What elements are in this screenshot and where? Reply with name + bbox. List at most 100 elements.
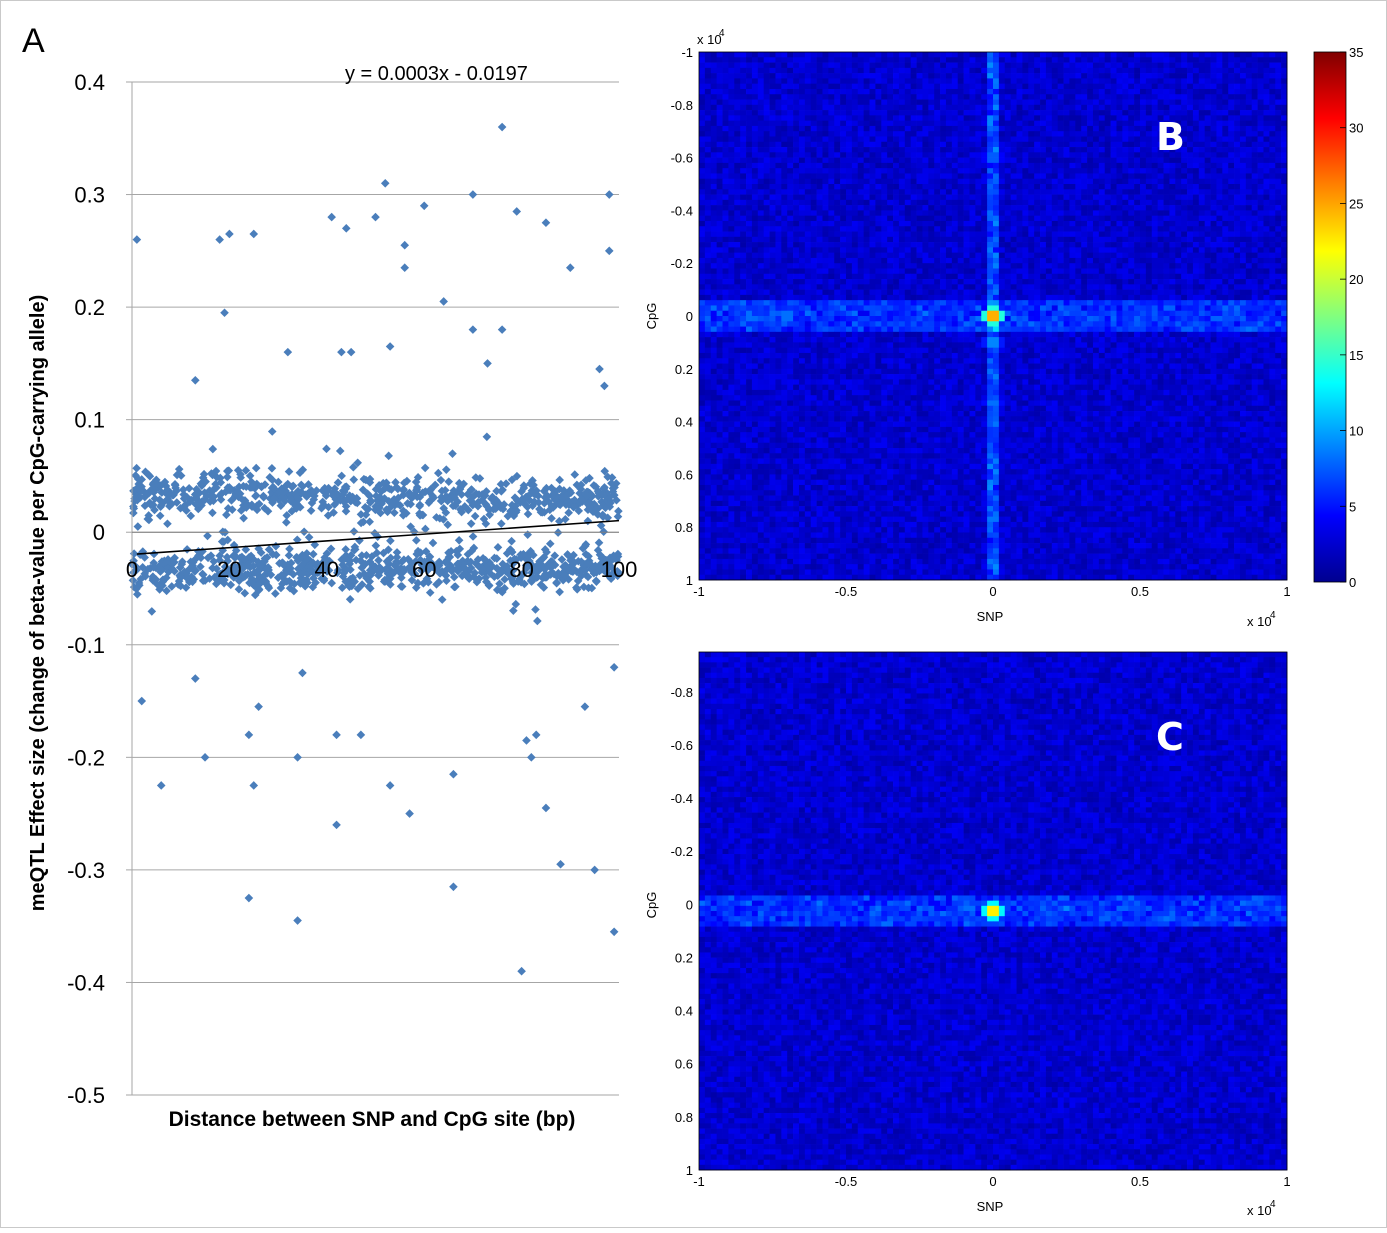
heatmap-cell: [1081, 115, 1087, 121]
heatmap-cell: [934, 136, 940, 142]
heatmap-cell: [705, 158, 711, 164]
panel-a-point: [245, 731, 254, 740]
heatmap-cell: [934, 121, 940, 127]
heatmap-cell: [752, 89, 758, 95]
heatmap-cell: [1111, 136, 1117, 142]
panel-a-point: [437, 476, 446, 485]
heatmap-cell: [699, 57, 705, 63]
heatmap-cell: [905, 147, 911, 153]
heatmap-cell: [717, 158, 723, 164]
heatmap-cell: [1034, 110, 1040, 116]
heatmap-cell: [770, 158, 776, 164]
heatmap-cell: [1152, 84, 1158, 90]
heatmap-cell: [999, 168, 1005, 174]
heatmap-cell: [940, 57, 946, 63]
heatmap-cell: [734, 94, 740, 100]
heatmap-cell: [1040, 121, 1046, 127]
heatmap-cell: [1028, 173, 1034, 179]
heatmap-cell: [1105, 179, 1111, 185]
heatmap-cell: [975, 142, 981, 148]
heatmap-cell: [1275, 100, 1281, 106]
heatmap-cell: [1205, 110, 1211, 116]
heatmap-cell: [717, 73, 723, 79]
heatmap-cell: [1046, 189, 1052, 195]
heatmap-cell: [734, 78, 740, 84]
heatmap-cell: [1158, 100, 1164, 106]
heatmap-cell: [870, 121, 876, 127]
heatmap-cell: [705, 168, 711, 174]
heatmap-cell: [881, 57, 887, 63]
heatmap-cell: [1134, 94, 1140, 100]
heatmap-cell: [752, 184, 758, 190]
heatmap-cell: [1005, 94, 1011, 100]
heatmap-cell: [846, 57, 852, 63]
heatmap-cell: [1281, 115, 1287, 121]
heatmap-cell: [881, 126, 887, 132]
heatmap-cell: [1017, 173, 1023, 179]
heatmap-cell: [946, 110, 952, 116]
heatmap-cell: [1022, 78, 1028, 84]
heatmap-cell: [870, 100, 876, 106]
heatmap-cell: [1058, 57, 1064, 63]
heatmap-cell: [822, 57, 828, 63]
heatmap-cell: [1175, 189, 1181, 195]
heatmap-cell: [1240, 89, 1246, 95]
heatmap-cell: [1158, 78, 1164, 84]
heatmap-cell: [1164, 78, 1170, 84]
heatmap-cell: [787, 184, 793, 190]
heatmap-cell: [1075, 163, 1081, 169]
heatmap-cell: [840, 126, 846, 132]
heatmap-cell: [1140, 57, 1146, 63]
heatmap-cell: [958, 105, 964, 111]
heatmap-cell: [764, 89, 770, 95]
heatmap-cell: [1122, 189, 1128, 195]
heatmap-cell: [1087, 189, 1093, 195]
heatmap-cell: [928, 126, 934, 132]
heatmap-cell: [881, 168, 887, 174]
heatmap-cell: [787, 68, 793, 74]
heatmap-cell: [781, 184, 787, 190]
heatmap-cell: [922, 73, 928, 79]
heatmap-cell: [728, 94, 734, 100]
heatmap-cell: [899, 73, 905, 79]
panel-a-point: [254, 702, 263, 711]
heatmap-cell: [1281, 136, 1287, 142]
heatmap-cell: [1099, 136, 1105, 142]
heatmap-cell: [822, 121, 828, 127]
heatmap-cell: [1246, 184, 1252, 190]
heatmap-cell: [852, 68, 858, 74]
heatmap-cell: [858, 152, 864, 158]
heatmap-cell: [723, 115, 729, 121]
heatmap-cell: [952, 52, 958, 58]
heatmap-cell: [952, 89, 958, 95]
heatmap-cell: [1193, 78, 1199, 84]
heatmap-cell: [1028, 84, 1034, 90]
heatmap-cell: [911, 89, 917, 95]
heatmap-cell: [828, 163, 834, 169]
heatmap-cell: [969, 105, 975, 111]
heatmap-cell: [917, 147, 923, 153]
heatmap-cell: [975, 115, 981, 121]
heatmap-cell: [1175, 84, 1181, 90]
heatmap-cell: [964, 189, 970, 195]
heatmap-cell: [1087, 68, 1093, 74]
heatmap-cell: [1128, 68, 1134, 74]
heatmap-cell: [1069, 89, 1075, 95]
heatmap-cell: [781, 189, 787, 195]
heatmap-cell: [1099, 168, 1105, 174]
heatmap-cell: [975, 131, 981, 137]
panel-a-point: [398, 582, 407, 591]
heatmap-cell: [717, 189, 723, 195]
heatmap-cell: [993, 189, 999, 195]
heatmap-cell: [881, 110, 887, 116]
heatmap-cell: [864, 89, 870, 95]
heatmap-cell: [858, 147, 864, 153]
heatmap-cell: [1005, 147, 1011, 153]
heatmap-cell: [787, 52, 793, 58]
heatmap-cell: [875, 131, 881, 137]
heatmap-cell: [852, 78, 858, 84]
heatmap-cell: [1005, 179, 1011, 185]
heatmap-cell: [793, 126, 799, 132]
heatmap-cell: [1116, 163, 1122, 169]
heatmap-cell: [1246, 94, 1252, 100]
